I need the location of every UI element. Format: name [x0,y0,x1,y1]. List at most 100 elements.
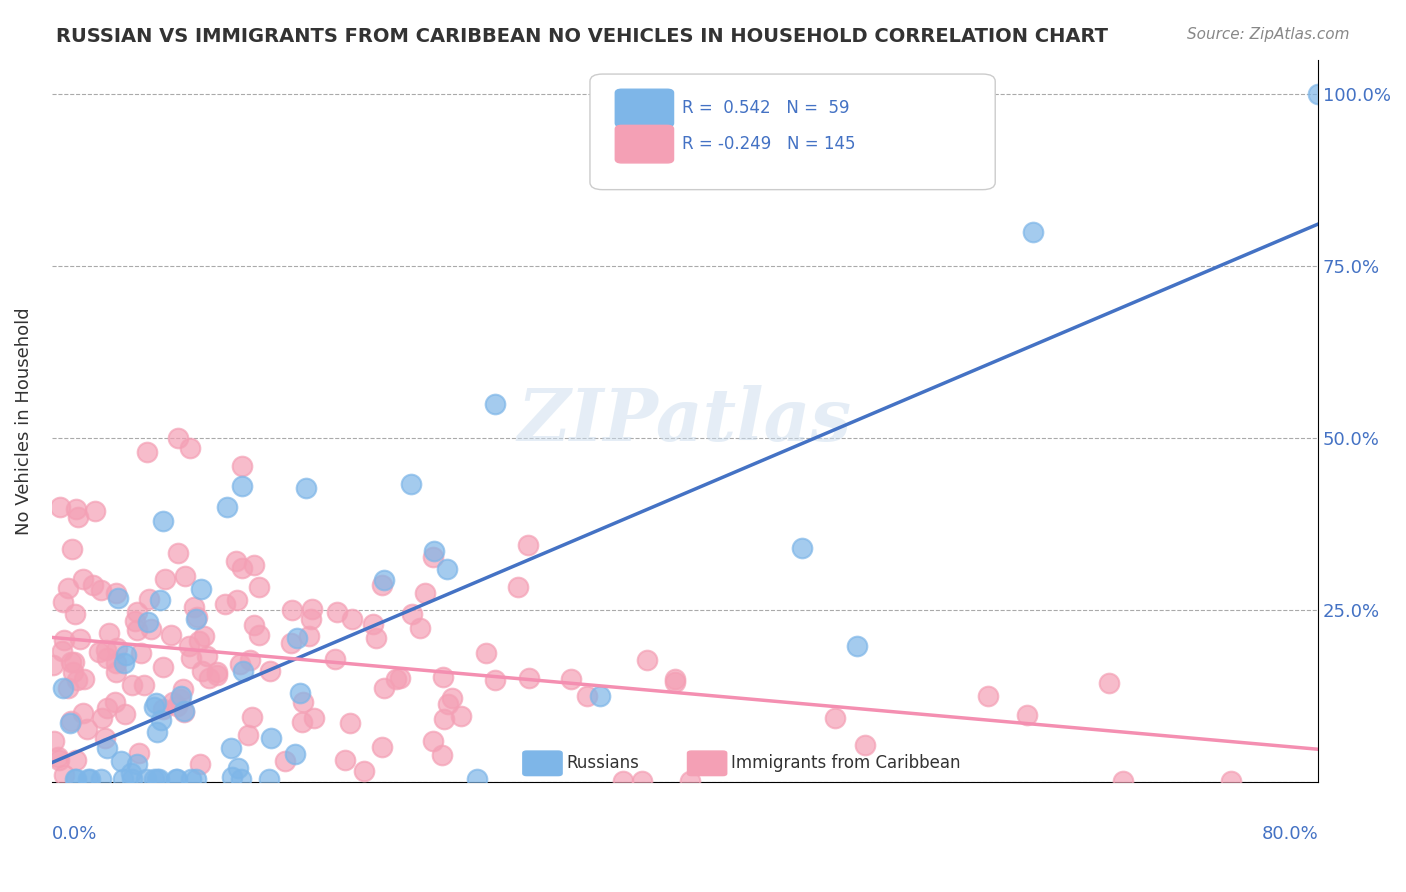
Point [236,728,259,742]
Point [65,772,87,786]
Point [243,617,266,632]
Point [170,689,193,703]
Point [465,772,488,786]
Point [575,689,598,703]
Point [111,772,134,786]
FancyBboxPatch shape [591,74,995,190]
FancyBboxPatch shape [616,126,673,163]
Point [135,772,157,786]
Point [52,633,75,648]
Point [302,710,325,724]
Point [121,772,143,786]
Point [231,479,253,493]
Point [437,698,460,712]
Point [65,753,87,767]
Point [173,569,195,583]
Point [214,597,236,611]
Point [132,678,155,692]
Point [149,593,172,607]
Point [231,561,253,575]
Text: R = -0.249   N = 145: R = -0.249 N = 145 [682,135,856,153]
Point [83,504,105,518]
Point [143,772,166,786]
Point [560,673,582,687]
Point [66,673,89,688]
Point [239,653,262,667]
Point [409,621,432,635]
Point [288,686,311,700]
Point [231,458,253,473]
Point [401,607,423,621]
Point [152,514,174,528]
Point [292,695,315,709]
Point [247,580,270,594]
Point [301,602,323,616]
Point [76,722,98,736]
Point [177,639,200,653]
Point [631,773,654,788]
Point [401,477,423,491]
Point [165,772,187,786]
Point [69,632,91,647]
Point [96,701,118,715]
Point [190,664,212,678]
Point [364,631,387,645]
Point [90,772,112,786]
Point [353,764,375,779]
Point [184,611,207,625]
Point [67,510,90,524]
Point [853,738,876,752]
Point [517,538,540,552]
Point [824,711,846,725]
Point [103,695,125,709]
Point [226,761,249,775]
Point [91,711,114,725]
Point [636,653,658,667]
Point [180,651,202,665]
Point [183,599,205,614]
Text: ZIPatlas: ZIPatlas [517,385,852,457]
Point [232,665,254,679]
Point [173,705,195,719]
Point [146,772,169,786]
Point [441,690,464,705]
Point [1015,707,1038,722]
Point [184,772,207,786]
Point [484,397,506,411]
Point [59,716,82,731]
Point [82,578,104,592]
Point [1339,723,1361,738]
Point [373,573,395,587]
Point [243,558,266,572]
Point [60,541,83,556]
Point [72,573,94,587]
Point [104,585,127,599]
Point [173,704,195,718]
Point [1022,225,1045,239]
Point [664,672,686,686]
Point [128,746,150,760]
Point [96,651,118,665]
Point [589,690,612,704]
Point [280,603,302,617]
Point [166,546,188,560]
Point [517,671,540,685]
Point [450,708,472,723]
Point [1308,87,1330,101]
Point [125,756,148,771]
Point [107,640,129,655]
Point [152,659,174,673]
Point [65,501,87,516]
Point [845,640,868,654]
Point [247,627,270,641]
Point [207,668,229,682]
Point [280,636,302,650]
Point [371,740,394,755]
Point [370,578,392,592]
Point [48,753,70,767]
Point [432,748,454,763]
Text: 0.0%: 0.0% [52,825,97,844]
Point [187,633,209,648]
Point [90,583,112,598]
Point [612,773,634,788]
